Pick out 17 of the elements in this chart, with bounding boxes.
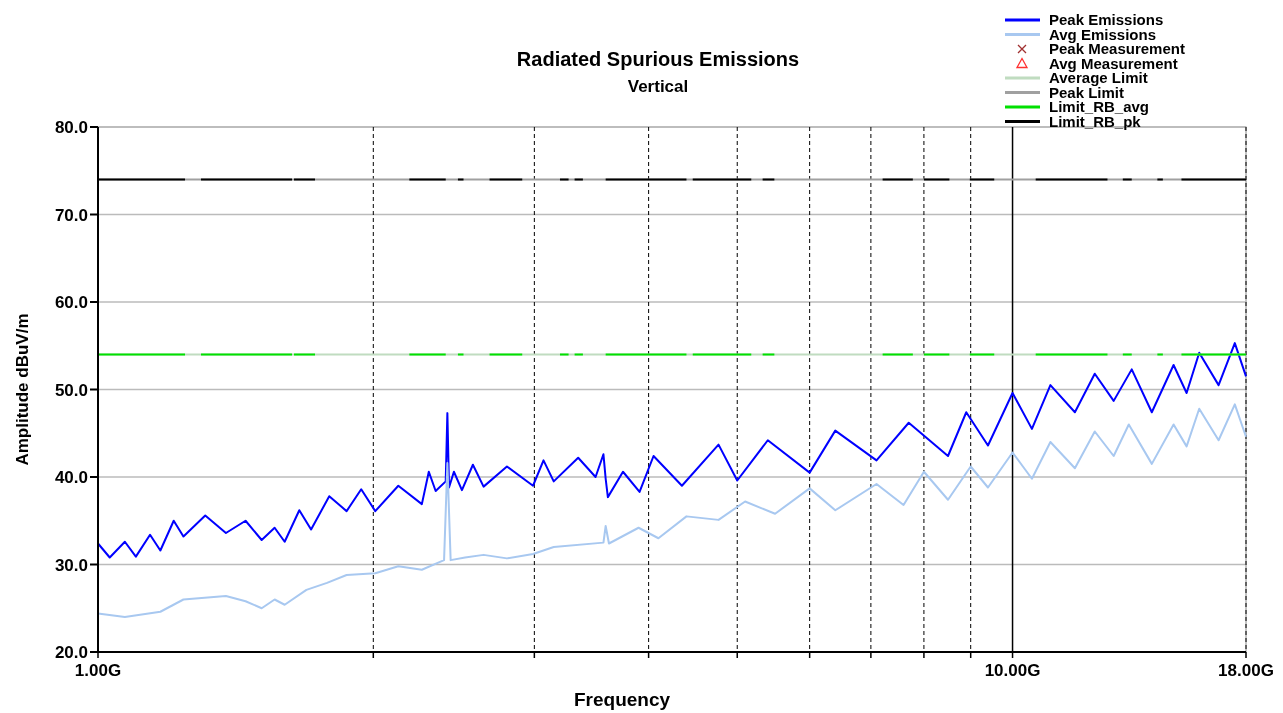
x-tick-label: 18.00G — [1218, 661, 1274, 680]
y-tick-label: 80.0 — [54, 118, 88, 137]
chart-subtitle: Vertical — [627, 77, 689, 96]
y-axis-title: Amplitude dBuV/m — [13, 313, 32, 466]
legend-label: Limit_RB_avg — [1049, 98, 1150, 115]
y-tick-label: 30.0 — [54, 555, 88, 575]
y-tick-label: 20.0 — [54, 643, 88, 662]
chart-title: Radiated Spurious Emissions — [516, 48, 800, 70]
x-tick-label: 1.00G — [74, 661, 122, 680]
y-tick-label: 50.0 — [54, 380, 88, 400]
x-tick-label: 10.00G — [984, 661, 1041, 680]
legend-label: Peak Emissions — [1049, 11, 1164, 28]
legend-label: Avg Measurement — [1049, 54, 1178, 72]
y-tick-label: 40.0 — [54, 468, 88, 487]
y-tick-label: 70.0 — [54, 205, 88, 225]
y-tick-label: 60.0 — [54, 293, 88, 312]
x-axis-title: Frequency — [573, 689, 671, 710]
